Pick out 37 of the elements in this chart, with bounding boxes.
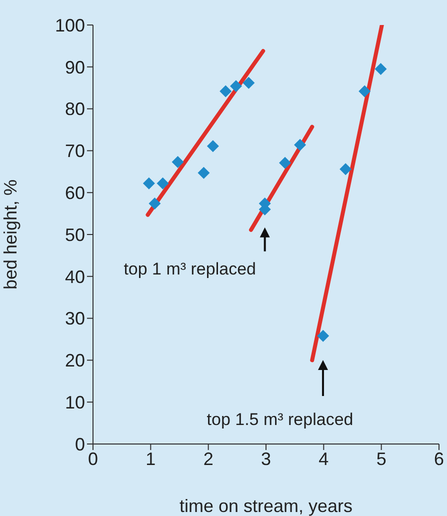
y-tick-label: 90 (64, 57, 85, 78)
y-tick-label: 70 (64, 141, 85, 162)
y-tick-label: 60 (64, 182, 85, 203)
y-tick-label: 100 (54, 15, 85, 36)
point (156, 177, 169, 190)
point (358, 85, 371, 98)
x-tick-label: 0 (88, 448, 98, 469)
point (206, 140, 219, 152)
y-tick-label: 0 (74, 434, 85, 454)
y-tick-label: 40 (64, 266, 85, 287)
y-tick-label: 80 (64, 99, 85, 120)
y-tick-label: 20 (64, 350, 85, 371)
y-tick-label: 30 (64, 308, 85, 329)
point (340, 163, 352, 176)
point (294, 138, 306, 151)
point (172, 156, 184, 168)
point (317, 330, 330, 342)
point (279, 156, 292, 169)
point (220, 85, 232, 98)
x-tick-label: 1 (146, 448, 156, 469)
point (374, 62, 387, 75)
annotation: top 1.5 m³ replaced (206, 410, 354, 429)
y-tick-label: 50 (64, 224, 85, 245)
point (242, 76, 255, 89)
annotation: top 1 m³ replaced (124, 259, 256, 278)
point (230, 80, 242, 92)
point (148, 197, 161, 210)
point (142, 177, 155, 190)
y-axis-title: bed height, % (0, 179, 20, 290)
x-tick-label: 2 (203, 448, 214, 469)
x-tick-label: 4 (318, 448, 329, 469)
x-axis-title: time on stream, years (179, 496, 353, 516)
x-tick-label: 3 (260, 448, 272, 469)
y-tick-label: 10 (64, 392, 85, 412)
point (198, 166, 210, 179)
x-tick-label: 6 (434, 448, 444, 469)
x-tick-label: 5 (376, 448, 386, 469)
